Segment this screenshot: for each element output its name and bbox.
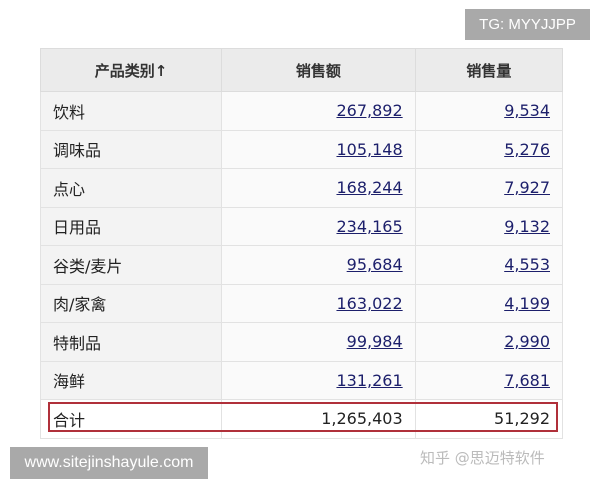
- header-sales-amount[interactable]: 销售额: [221, 48, 416, 92]
- category-cell: 谷类/麦片: [40, 245, 222, 285]
- sales-amount-cell: 267,892: [221, 91, 416, 131]
- sales-amount-link[interactable]: 105,148: [336, 139, 403, 159]
- sales-amount-link[interactable]: 95,684: [346, 255, 403, 275]
- sales-amount-cell: 131,261: [221, 360, 416, 400]
- sales-volume-cell: 7,927: [414, 168, 564, 208]
- sales-volume-cell: 2,990: [414, 322, 564, 362]
- sales-amount-link[interactable]: 267,892: [336, 101, 403, 121]
- sales-amount-cell: 99,984: [221, 322, 416, 362]
- table-row: 点心 168,244 7,927: [40, 168, 564, 208]
- sales-volume-cell: 4,553: [414, 245, 564, 285]
- table-row: 饮料 267,892 9,534: [40, 91, 564, 131]
- tg-watermark: TG: MYYJJPP: [465, 9, 590, 40]
- sales-amount-cell: 105,148: [221, 129, 416, 169]
- sales-amount-link[interactable]: 168,244: [336, 178, 403, 198]
- total-highlight-box: [48, 402, 558, 432]
- table-row: 调味品 105,148 5,276: [40, 129, 564, 169]
- category-cell: 特制品: [40, 322, 222, 362]
- category-cell: 点心: [40, 168, 222, 208]
- sales-amount-cell: 95,684: [221, 245, 416, 285]
- sales-volume-link[interactable]: 7,927: [504, 178, 550, 198]
- table-row: 特制品 99,984 2,990: [40, 322, 564, 362]
- table-row: 谷类/麦片 95,684 4,553: [40, 245, 564, 285]
- category-cell: 调味品: [40, 129, 222, 169]
- sales-volume-link[interactable]: 9,132: [504, 216, 550, 236]
- sales-volume-link[interactable]: 9,534: [504, 101, 550, 121]
- header-category[interactable]: 产品类别↑: [40, 48, 222, 92]
- sales-volume-link[interactable]: 2,990: [504, 332, 550, 352]
- sales-table: 产品类别↑ 销售额 销售量 饮料 267,892 9,534 调味品 105,14…: [40, 48, 564, 439]
- table-row: 海鲜 131,261 7,681: [40, 360, 564, 400]
- sales-volume-link[interactable]: 4,553: [504, 255, 550, 275]
- category-cell: 肉/家禽: [40, 283, 222, 323]
- sales-volume-cell: 7,681: [414, 360, 564, 400]
- zhihu-watermark: 知乎 @思迈特软件: [420, 449, 545, 467]
- site-watermark: www.sitejinshayule.com: [10, 447, 208, 479]
- sales-amount-cell: 234,165: [221, 206, 416, 246]
- sales-amount-cell: 168,244: [221, 168, 416, 208]
- table-header: 产品类别↑ 销售额 销售量: [40, 48, 564, 92]
- sales-volume-cell: 9,132: [414, 206, 564, 246]
- sales-volume-cell: 4,199: [414, 283, 564, 323]
- sales-amount-cell: 163,022: [221, 283, 416, 323]
- sales-amount-link[interactable]: 99,984: [346, 332, 403, 352]
- sales-amount-link[interactable]: 234,165: [336, 216, 403, 236]
- table-row: 日用品 234,165 9,132: [40, 206, 564, 246]
- sales-amount-link[interactable]: 163,022: [336, 293, 403, 313]
- category-cell: 日用品: [40, 206, 222, 246]
- header-sales-volume[interactable]: 销售量: [414, 48, 564, 92]
- sales-volume-cell: 5,276: [414, 129, 564, 169]
- sales-volume-cell: 9,534: [414, 91, 564, 131]
- sales-volume-link[interactable]: 4,199: [504, 293, 550, 313]
- category-cell: 饮料: [40, 91, 222, 131]
- table-row: 肉/家禽 163,022 4,199: [40, 283, 564, 323]
- category-cell: 海鲜: [40, 360, 222, 400]
- sales-volume-link[interactable]: 7,681: [504, 370, 550, 390]
- sales-amount-link[interactable]: 131,261: [336, 370, 403, 390]
- sales-volume-link[interactable]: 5,276: [504, 139, 550, 159]
